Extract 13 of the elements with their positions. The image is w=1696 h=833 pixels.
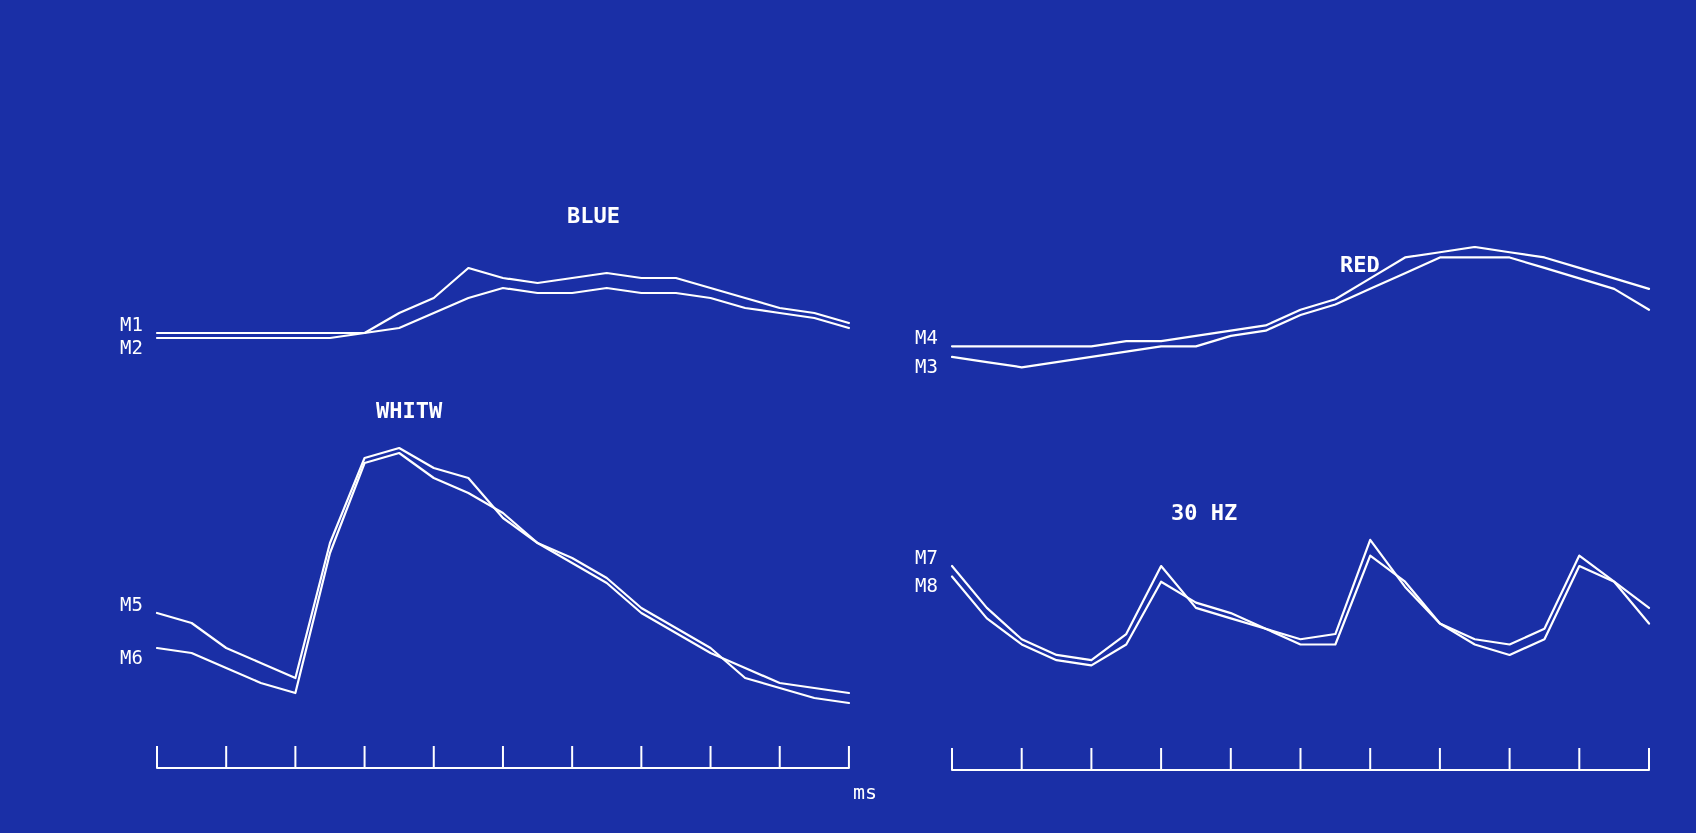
series-label: M3 (915, 354, 938, 377)
x-axis-title: ms (852, 780, 878, 804)
series-label: M4 (915, 326, 938, 349)
annotation: RED (1340, 251, 1380, 277)
series-label: M7 (915, 546, 938, 569)
series-label: M5 (120, 593, 143, 615)
series-label: M2 (120, 336, 143, 358)
series-label: M1 (120, 313, 143, 335)
annotation: 30 HZ (1171, 499, 1238, 525)
series-label: M6 (120, 646, 143, 668)
series-label: M8 (915, 574, 938, 597)
text: BLUE (567, 202, 620, 228)
annotation: WHITW (376, 397, 443, 423)
